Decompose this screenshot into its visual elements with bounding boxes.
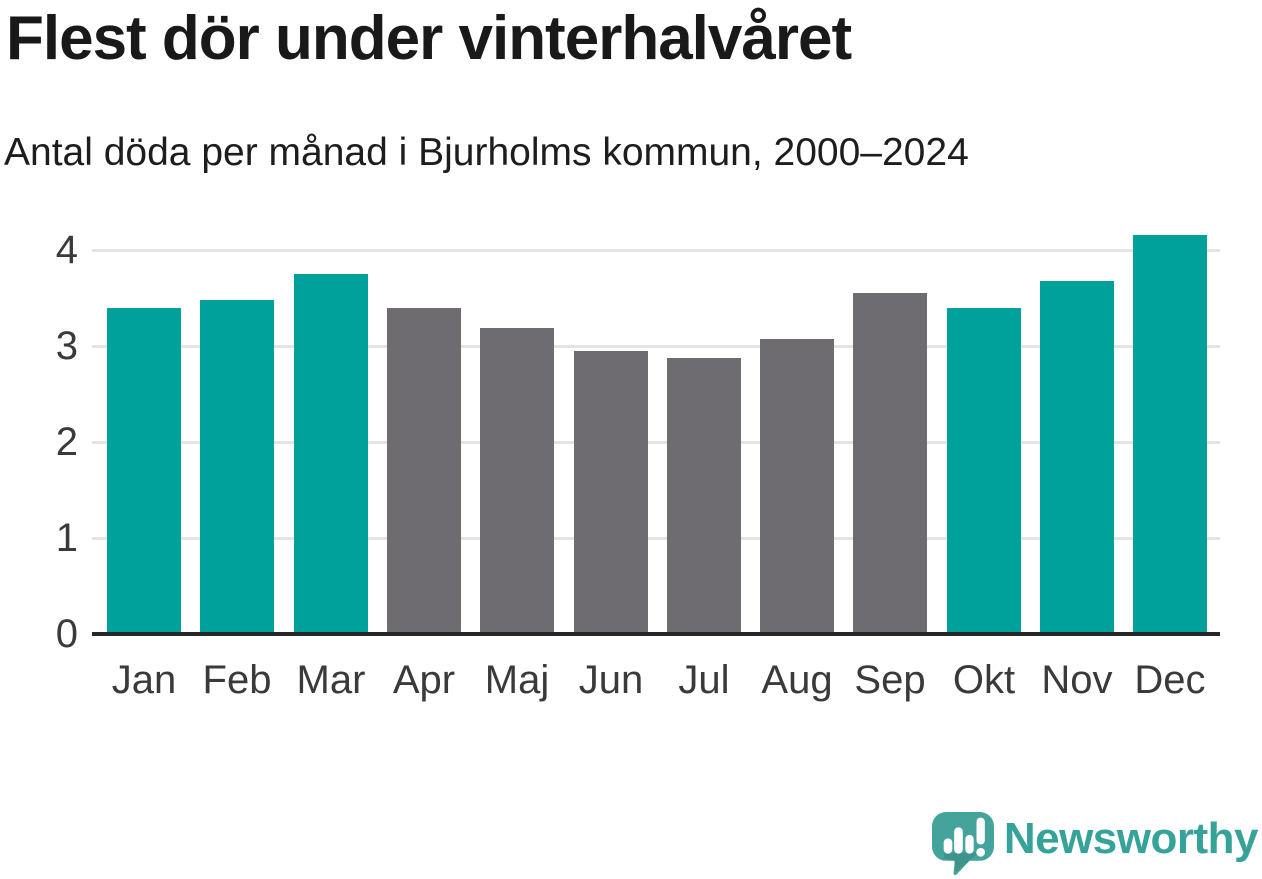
x-tick-label-nov: Nov [1041, 658, 1113, 702]
chart-subtitle: Antal döda per månad i Bjurholms kommun,… [4, 131, 969, 174]
bar-jan [107, 308, 181, 634]
x-tick-label-maj: Maj [484, 658, 550, 702]
x-tick-label-dec: Dec [1134, 658, 1206, 702]
bar-jul [667, 358, 741, 634]
bar-apr [387, 308, 461, 634]
y-tick-label-4: 4 [55, 228, 78, 272]
gridline-1 [92, 536, 1220, 540]
newsworthy-wordmark: Newsworthy [1003, 813, 1259, 863]
gridline-2 [92, 440, 1220, 444]
y-tick-label-1: 1 [55, 516, 78, 560]
newsworthy-logo: Newsworthy [931, 812, 1259, 875]
x-tick-label-jun: Jun [578, 658, 644, 702]
bar-aug [760, 339, 834, 634]
y-tick-label-2: 2 [55, 420, 78, 464]
x-tick-label-aug: Aug [761, 658, 833, 702]
bar-nov [1040, 281, 1114, 634]
bar-okt [947, 308, 1021, 634]
x-tick-label-feb: Feb [202, 658, 272, 702]
bar-dec [1133, 235, 1207, 634]
bar-jun [574, 351, 648, 634]
x-tick-label-sep: Sep [854, 658, 926, 702]
chart-title: Flest dör under vinterhalvåret [6, 4, 852, 73]
bar-maj [480, 328, 554, 634]
x-tick-label-okt: Okt [952, 658, 1016, 702]
x-tick-label-mar: Mar [296, 658, 366, 702]
y-tick-label-0: 0 [55, 612, 78, 656]
y-tick-label-3: 3 [55, 324, 78, 368]
x-tick-label-jan: Jan [111, 658, 177, 702]
x-axis-line [92, 632, 1220, 636]
gridline-3 [92, 344, 1220, 348]
bar-feb [200, 300, 274, 634]
bar-sep [853, 293, 927, 634]
bar-mar [294, 274, 368, 634]
gridline-4 [92, 248, 1220, 252]
x-tick-label-apr: Apr [392, 658, 456, 702]
newsworthy-speech-bubble-bar-chart-icon [931, 812, 994, 875]
x-tick-label-jul: Jul [678, 658, 730, 702]
